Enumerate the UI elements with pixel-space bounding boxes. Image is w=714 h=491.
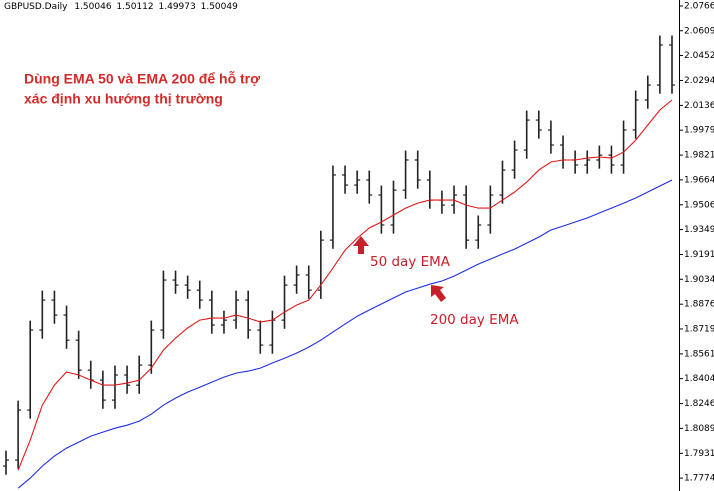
y-tick-label: 1.8719 [684,324,714,334]
ema-line [17,99,673,471]
y-tick-label: 1.8876 [684,300,714,310]
y-tick-label: 1.9191 [684,250,714,260]
quote-open: 1.50046 [74,2,111,12]
quote-high: 1.50112 [116,2,153,12]
arrow [431,285,446,302]
y-tick-label: 1.9979 [684,126,714,136]
annotation: xác định xu hướng thị trường [24,91,223,107]
y-tick-label: 2.0136 [684,101,714,111]
y-tick-label: 1.7931 [684,449,714,459]
chart-header: GBPUSD.Daily 1.50046 1.50112 1.49973 1.5… [4,2,238,12]
y-tick-label: 1.9664 [684,175,714,185]
y-tick-label: 1.8089 [684,424,714,434]
y-tick-label: 2.0294 [684,76,714,86]
y-tick-label: 1.8561 [684,349,714,359]
y-tick-label: 1.9349 [684,225,714,235]
annotation: Dùng EMA 50 và EMA 200 để hỗ trợ [24,71,260,87]
symbol: GBPUSD.Daily [4,2,68,12]
y-tick-label: 2.0766 [684,1,714,11]
ema-line [17,179,673,489]
y-tick-label: 1.9821 [684,151,714,161]
plot-area [3,35,675,489]
ema200-label: 200 day EMA [430,312,519,328]
y-tick-label: 1.8404 [684,374,714,384]
y-tick-label: 1.9506 [684,200,714,210]
y-tick-label: 2.0609 [684,26,714,36]
quote-close: 1.50049 [201,2,238,12]
y-tick-label: 1.8246 [684,399,714,409]
ema50-label: 50 day EMA [370,254,451,270]
y-tick-label: 2.0452 [684,51,714,61]
y-tick-label: 1.9034 [684,275,714,285]
quote-low: 1.49973 [159,2,196,12]
arrow [353,236,369,254]
y-tick-label: 1.7774 [684,474,714,484]
